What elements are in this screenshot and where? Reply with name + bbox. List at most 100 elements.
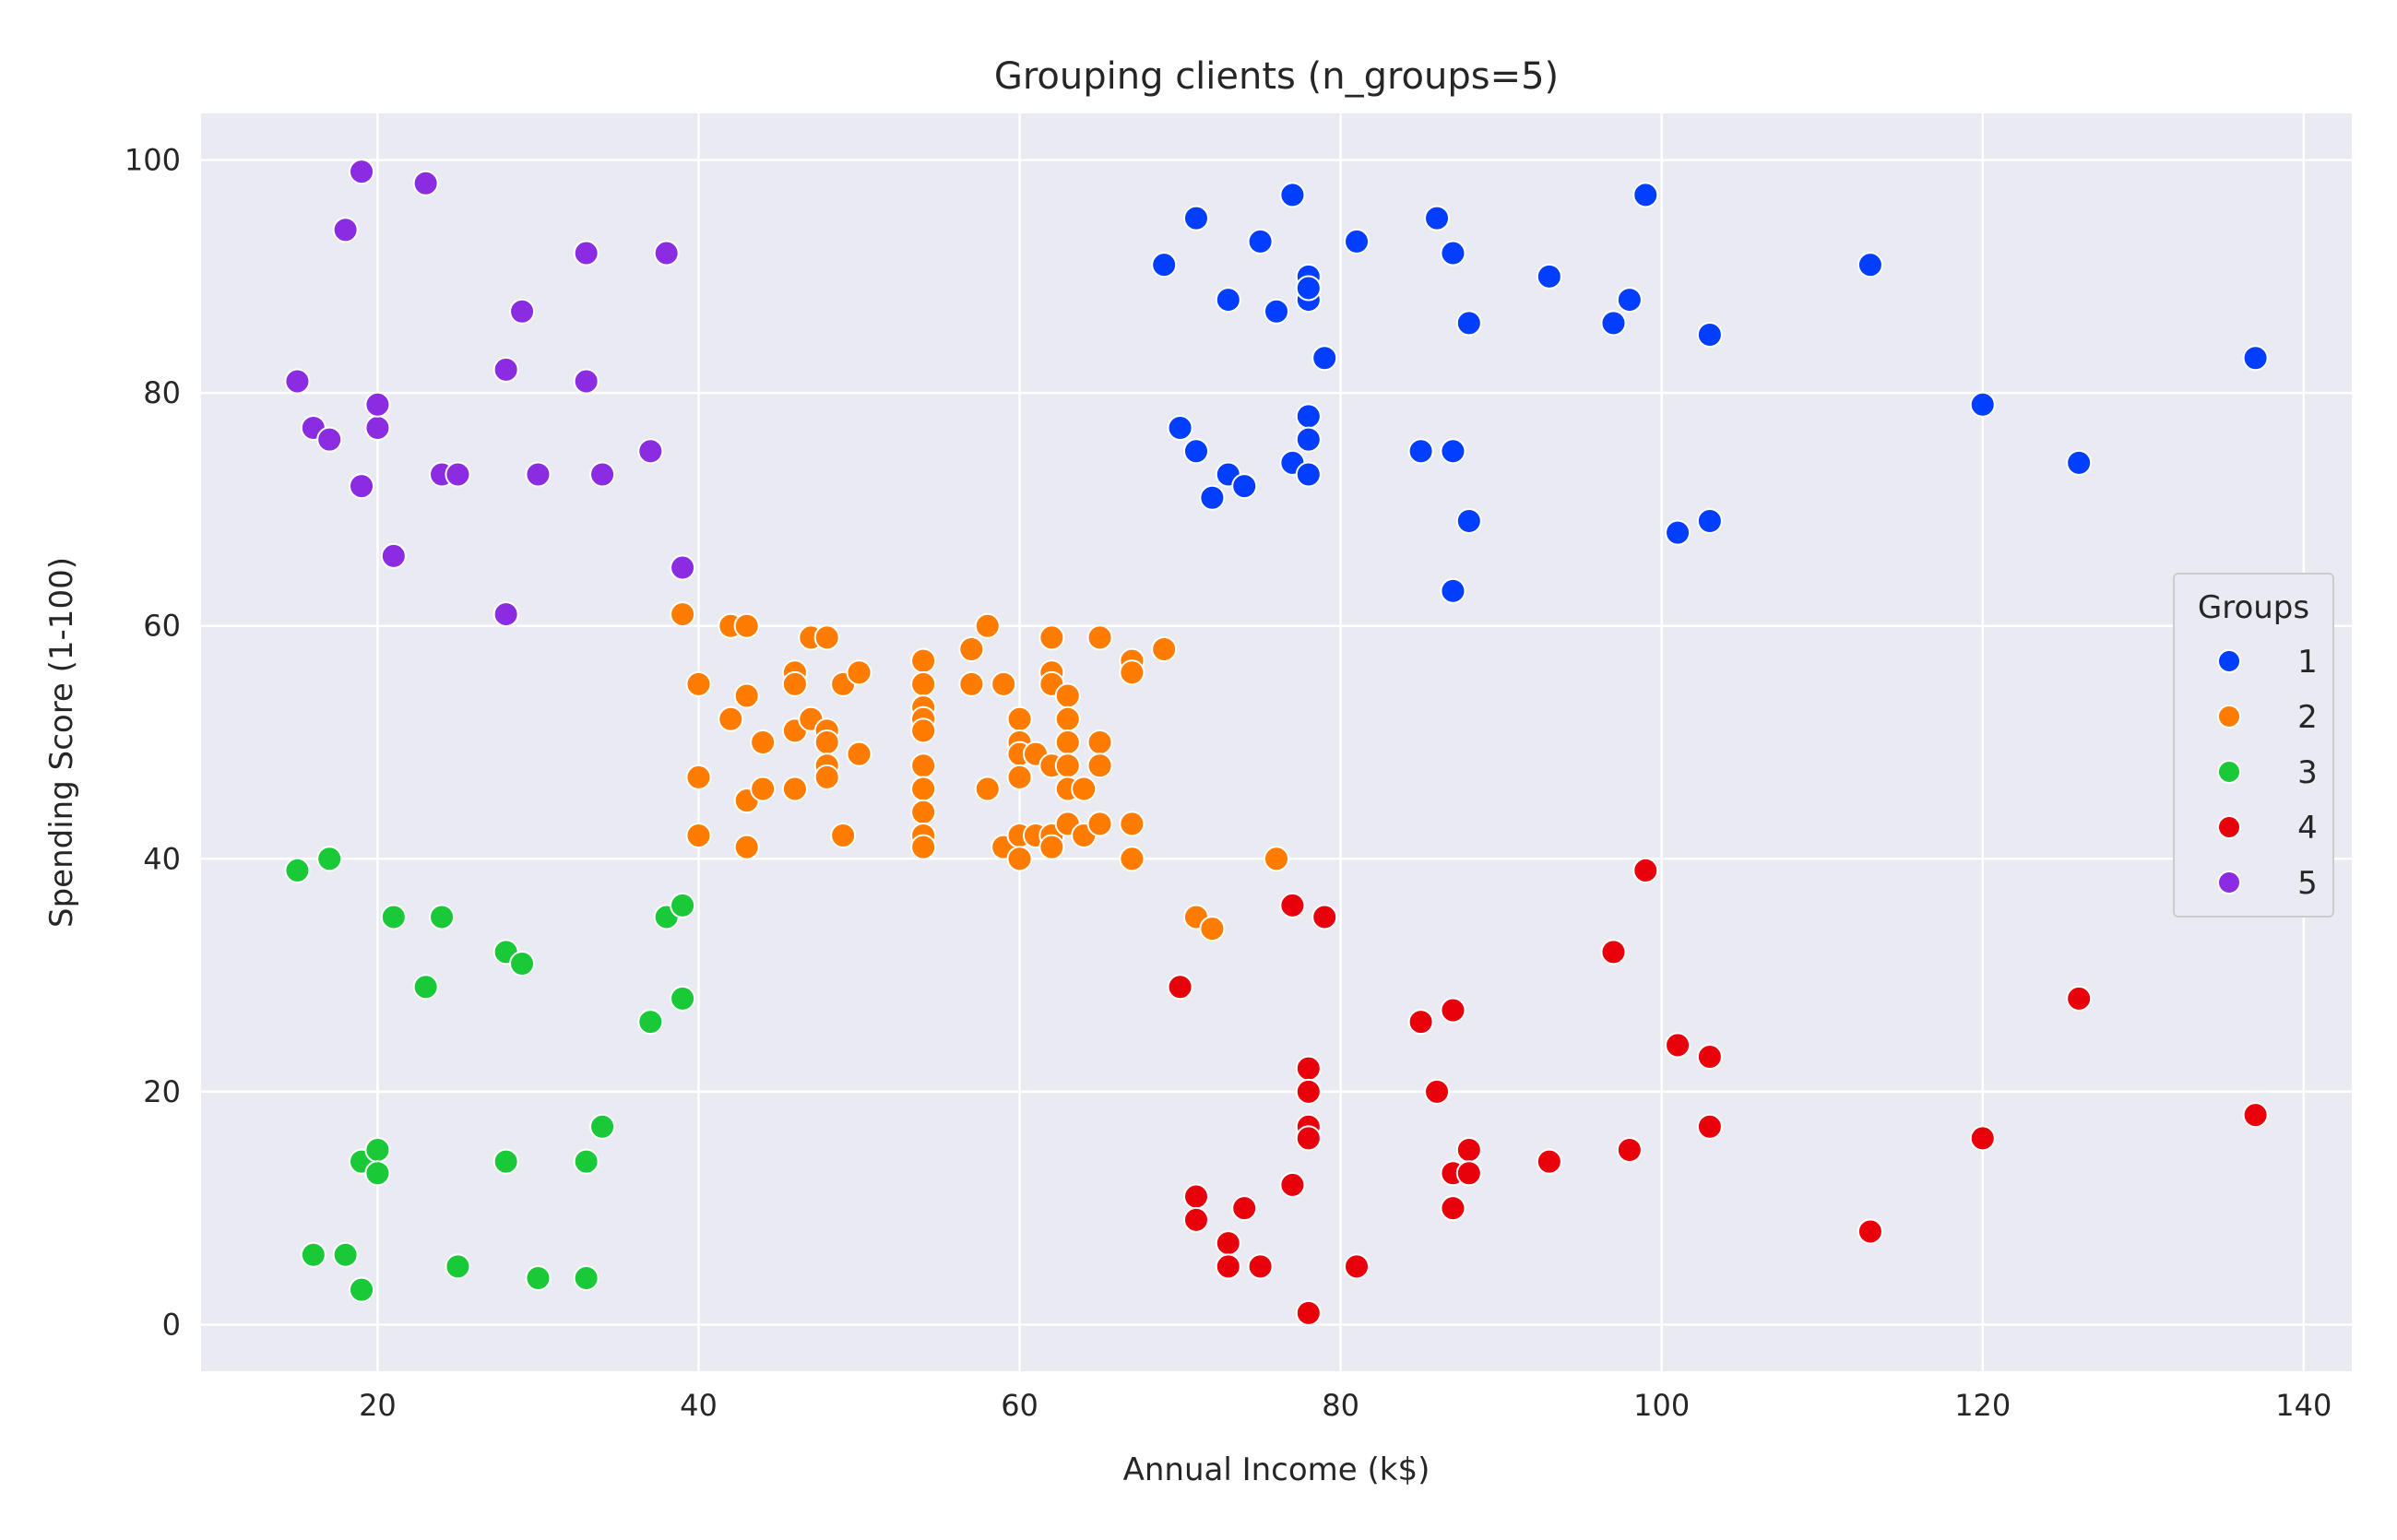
data-point-group-1: [1311, 345, 1338, 372]
data-point-group-3: [670, 892, 696, 918]
data-point-group-5: [525, 461, 552, 488]
data-point-group-1: [1182, 205, 1209, 231]
data-point-group-2: [813, 624, 840, 651]
data-point-group-3: [670, 985, 696, 1012]
data-point-group-4: [1696, 1113, 1723, 1140]
data-point-group-5: [364, 391, 391, 418]
data-point-group-5: [364, 415, 391, 441]
data-point-group-5: [445, 461, 471, 488]
data-point-group-1: [1199, 484, 1226, 511]
data-point-group-2: [1071, 776, 1098, 802]
data-point-group-2: [1038, 624, 1065, 651]
data-point-group-5: [573, 368, 599, 395]
x-axis-label: Annual Income (k$): [1123, 1451, 1430, 1488]
data-point-group-2: [974, 612, 1001, 639]
data-point-group-2: [910, 670, 937, 697]
legend-label-2: 2: [2297, 699, 2318, 736]
data-point-group-4: [1279, 892, 1306, 918]
data-point-group-4: [2066, 985, 2093, 1012]
y-tick-label: 20: [143, 1074, 181, 1109]
data-point-group-2: [1199, 916, 1226, 942]
data-point-group-2: [1264, 846, 1289, 872]
data-point-group-2: [670, 601, 696, 628]
data-point-group-3: [525, 1264, 552, 1291]
data-point-group-2: [1006, 705, 1033, 732]
data-point-group-3: [412, 974, 439, 1001]
chart-title: Grouping clients (n_groups=5): [994, 55, 1559, 98]
data-point-group-2: [813, 729, 840, 755]
y-tick-label: 0: [162, 1307, 181, 1342]
data-point-group-4: [1182, 1206, 1209, 1233]
data-point-group-1: [1295, 426, 1322, 453]
data-point-group-1: [1279, 182, 1306, 208]
data-point-group-2: [685, 764, 712, 790]
data-point-group-4: [1344, 1253, 1371, 1280]
data-point-group-4: [1696, 1044, 1723, 1070]
data-point-group-4: [1616, 1137, 1643, 1164]
x-tick-label: 20: [359, 1388, 397, 1423]
data-point-group-5: [653, 240, 680, 267]
data-point-group-4: [2242, 1102, 2269, 1129]
data-point-group-1: [1632, 182, 1659, 208]
x-tick-label: 40: [680, 1388, 718, 1423]
data-point-group-3: [332, 1241, 359, 1268]
data-point-group-3: [429, 904, 456, 930]
data-point-group-2: [750, 776, 777, 802]
data-point-group-1: [1600, 310, 1627, 337]
x-tick-label: 140: [2275, 1388, 2332, 1423]
legend-marker-4: [2217, 815, 2241, 839]
data-point-group-2: [1119, 811, 1145, 837]
data-point-group-2: [1006, 764, 1033, 790]
data-point-group-2: [1086, 729, 1113, 755]
data-point-group-5: [509, 298, 536, 325]
data-point-group-1: [1295, 461, 1322, 488]
data-point-group-1: [1440, 438, 1466, 465]
data-point-group-2: [1086, 624, 1113, 651]
x-tick-label: 60: [1001, 1388, 1038, 1423]
data-points: [284, 159, 2269, 1326]
data-point-group-2: [1038, 834, 1065, 860]
data-point-group-1: [2242, 345, 2269, 372]
legend-label-4: 4: [2297, 810, 2318, 847]
legend-title: Groups: [2198, 589, 2309, 626]
data-point-group-4: [1536, 1148, 1562, 1175]
data-point-group-4: [1407, 1009, 1434, 1036]
data-point-group-1: [1616, 287, 1643, 314]
data-point-group-4: [1279, 1171, 1306, 1198]
data-point-group-5: [492, 356, 519, 383]
data-point-group-4: [1311, 904, 1338, 930]
data-point-group-1: [1407, 438, 1434, 465]
data-point-group-1: [1455, 508, 1482, 535]
data-point-group-5: [637, 438, 664, 465]
data-point-group-2: [910, 647, 937, 674]
data-point-group-3: [573, 1264, 599, 1291]
data-point-group-2: [1151, 635, 1178, 662]
data-point-group-4: [1600, 939, 1627, 965]
data-point-group-5: [349, 473, 375, 500]
data-point-group-3: [300, 1241, 326, 1268]
data-point-group-3: [445, 1253, 471, 1280]
tick-labels: 20 40 60 80 100 120 140 0 20 40 60 80 100: [125, 143, 2332, 1423]
legend-items: 1 2 3 4 5: [2217, 644, 2318, 902]
data-point-group-1: [1536, 263, 1562, 290]
data-point-group-4: [1295, 1055, 1322, 1082]
data-point-group-2: [685, 823, 712, 849]
data-point-group-2: [733, 612, 760, 639]
data-point-group-2: [718, 705, 744, 732]
data-point-group-2: [813, 764, 840, 790]
data-point-group-3: [284, 857, 311, 883]
data-point-group-2: [974, 776, 1001, 802]
data-point-group-1: [1264, 298, 1289, 325]
data-point-group-3: [349, 1276, 375, 1303]
data-point-group-3: [509, 950, 536, 977]
data-point-group-1: [1424, 205, 1451, 231]
data-point-group-2: [910, 776, 937, 802]
data-point-group-1: [1440, 240, 1466, 267]
data-point-group-4: [1440, 1195, 1466, 1222]
legend-label-3: 3: [2297, 754, 2318, 791]
legend-label-1: 1: [2297, 644, 2318, 681]
data-point-group-1: [1440, 577, 1466, 604]
data-point-group-3: [364, 1160, 391, 1187]
data-point-group-5: [573, 240, 599, 267]
